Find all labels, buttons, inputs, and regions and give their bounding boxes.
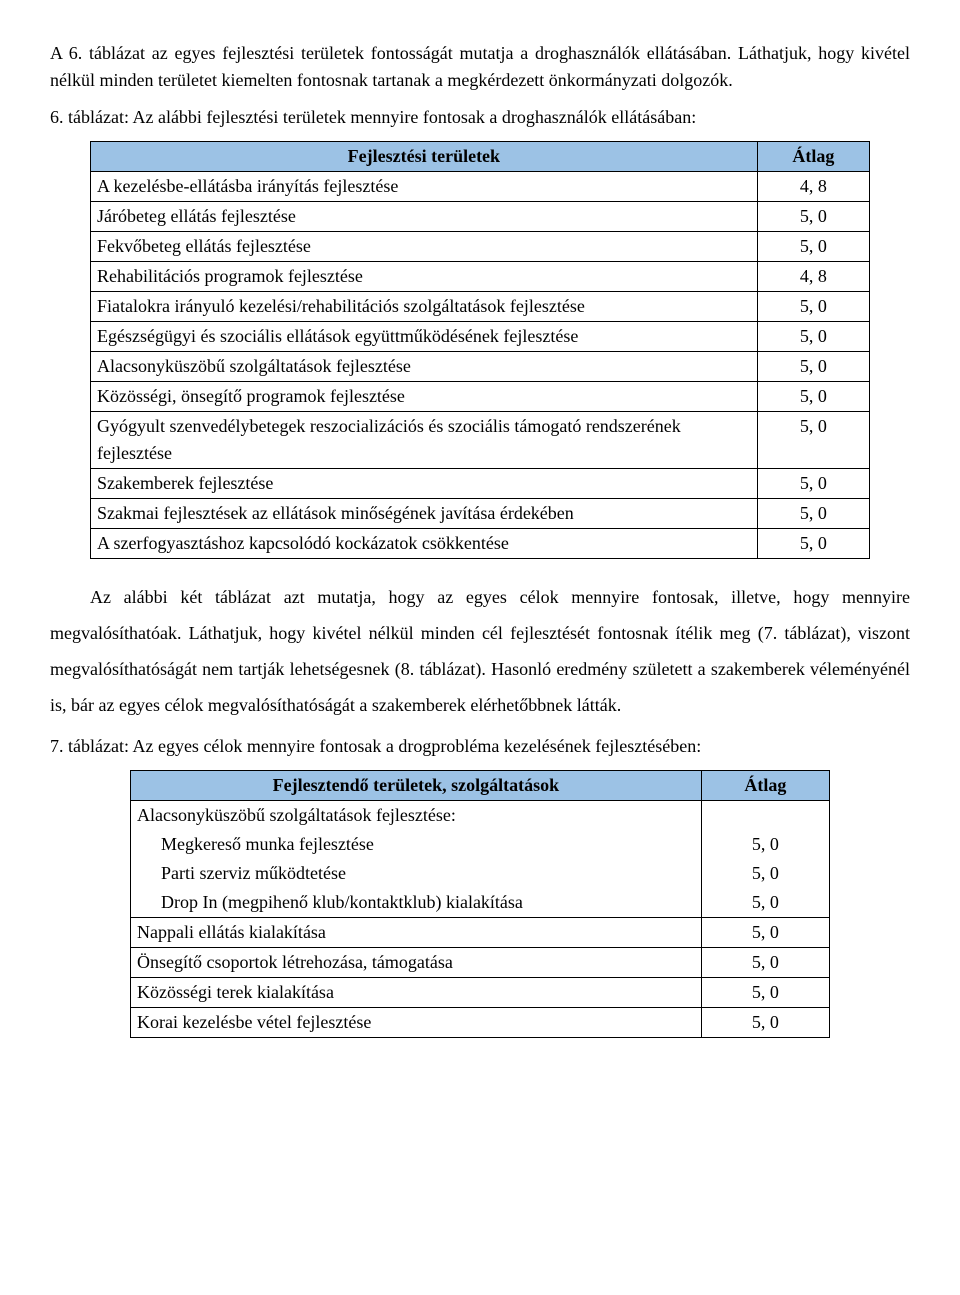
table7-cell-label: Drop In (megpihenő klub/kontaktklub) kia… [131, 888, 702, 918]
table7-header-avg: Átlag [701, 771, 829, 801]
table7-cell-label: Önsegítő csoportok létrehozása, támogatá… [131, 948, 702, 978]
table6-header-avg: Átlag [757, 142, 869, 172]
paragraph-1: A 6. táblázat az egyes fejlesztési terül… [50, 40, 910, 94]
table7-cell-value: 5, 0 [701, 948, 829, 978]
table6-cell-value: 5, 0 [757, 202, 869, 232]
paragraph-2: Az alábbi két táblázat azt mutatja, hogy… [50, 579, 910, 723]
table-row: Szakmai fejlesztések az ellátások minősé… [91, 499, 870, 529]
table6-cell-label: Fekvőbeteg ellátás fejlesztése [91, 232, 758, 262]
table7-cell-label: Nappali ellátás kialakítása [131, 918, 702, 948]
table6-cell-value: 4, 8 [757, 172, 869, 202]
table-row: Alacsonyküszöbű szolgáltatások fejleszté… [91, 352, 870, 382]
table7-cell-value: 5, 0 [701, 830, 829, 859]
table7-cell-label: Korai kezelésbe vétel fejlesztése [131, 1008, 702, 1038]
table6-cell-label: Rehabilitációs programok fejlesztése [91, 262, 758, 292]
table-row: Közösségi terek kialakítása5, 0 [131, 978, 830, 1008]
table6-header-areas: Fejlesztési területek [91, 142, 758, 172]
table-row: Egészségügyi és szociális ellátások együ… [91, 322, 870, 352]
table7-header-row: Fejlesztendő területek, szolgáltatások Á… [131, 771, 830, 801]
table6-cell-value: 5, 0 [757, 412, 869, 469]
table-row: A kezelésbe-ellátásba irányítás fejleszt… [91, 172, 870, 202]
table-7: Fejlesztendő területek, szolgáltatások Á… [130, 770, 830, 1038]
table7-caption: 7. táblázat: Az egyes célok mennyire fon… [50, 733, 910, 760]
table7-cell-value: 5, 0 [701, 888, 829, 918]
table-row: Rehabilitációs programok fejlesztése4, 8 [91, 262, 870, 292]
table6-cell-label: Közösségi, önsegítő programok fejlesztés… [91, 382, 758, 412]
table6-header-row: Fejlesztési területek Átlag [91, 142, 870, 172]
table-row: Drop In (megpihenő klub/kontaktklub) kia… [131, 888, 830, 918]
table6-cell-value: 5, 0 [757, 352, 869, 382]
table-row: Önsegítő csoportok létrehozása, támogatá… [131, 948, 830, 978]
table7-cell-value: 5, 0 [701, 978, 829, 1008]
table7-cell-value [701, 801, 829, 831]
table6-cell-label: A szerfogyasztáshoz kapcsolódó kockázato… [91, 529, 758, 559]
table6-cell-label: Fiatalokra irányuló kezelési/rehabilitác… [91, 292, 758, 322]
table7-cell-label: Közösségi terek kialakítása [131, 978, 702, 1008]
table7-cell-value: 5, 0 [701, 859, 829, 888]
table-row: Gyógyult szenvedélybetegek reszocializác… [91, 412, 870, 469]
table6-cell-label: Szakemberek fejlesztése [91, 469, 758, 499]
table6-cell-label: Szakmai fejlesztések az ellátások minősé… [91, 499, 758, 529]
table6-cell-label: Alacsonyküszöbű szolgáltatások fejleszté… [91, 352, 758, 382]
table-row: Fiatalokra irányuló kezelési/rehabilitác… [91, 292, 870, 322]
table6-cell-value: 5, 0 [757, 529, 869, 559]
table7-header-areas: Fejlesztendő területek, szolgáltatások [131, 771, 702, 801]
table-row: Szakemberek fejlesztése5, 0 [91, 469, 870, 499]
table-row: Parti szerviz működtetése5, 0 [131, 859, 830, 888]
table7-cell-value: 5, 0 [701, 1008, 829, 1038]
table-row: Nappali ellátás kialakítása5, 0 [131, 918, 830, 948]
table6-cell-value: 5, 0 [757, 499, 869, 529]
table6-cell-label: Egészségügyi és szociális ellátások együ… [91, 322, 758, 352]
table7-group-label: Alacsonyküszöbű szolgáltatások fejleszté… [131, 801, 702, 831]
table-row: Közösségi, önsegítő programok fejlesztés… [91, 382, 870, 412]
table-row: Korai kezelésbe vétel fejlesztése5, 0 [131, 1008, 830, 1038]
table6-cell-value: 5, 0 [757, 382, 869, 412]
table-row: A szerfogyasztáshoz kapcsolódó kockázato… [91, 529, 870, 559]
table7-cell-label: Parti szerviz működtetése [131, 859, 702, 888]
table-row: Megkereső munka fejlesztése5, 0 [131, 830, 830, 859]
table-6: Fejlesztési területek Átlag A kezelésbe-… [90, 141, 870, 559]
table7-cell-label: Megkereső munka fejlesztése [131, 830, 702, 859]
table7-cell-value: 5, 0 [701, 918, 829, 948]
table6-cell-value: 5, 0 [757, 322, 869, 352]
table-row: Alacsonyküszöbű szolgáltatások fejleszté… [131, 801, 830, 831]
table-row: Járóbeteg ellátás fejlesztése5, 0 [91, 202, 870, 232]
table6-cell-label: Gyógyult szenvedélybetegek reszocializác… [91, 412, 758, 469]
table6-cell-label: A kezelésbe-ellátásba irányítás fejleszt… [91, 172, 758, 202]
table6-cell-value: 5, 0 [757, 469, 869, 499]
table6-caption: 6. táblázat: Az alábbi fejlesztési terül… [50, 104, 910, 131]
table6-cell-value: 5, 0 [757, 232, 869, 262]
table6-cell-label: Járóbeteg ellátás fejlesztése [91, 202, 758, 232]
table-row: Fekvőbeteg ellátás fejlesztése5, 0 [91, 232, 870, 262]
table6-cell-value: 4, 8 [757, 262, 869, 292]
table6-cell-value: 5, 0 [757, 292, 869, 322]
